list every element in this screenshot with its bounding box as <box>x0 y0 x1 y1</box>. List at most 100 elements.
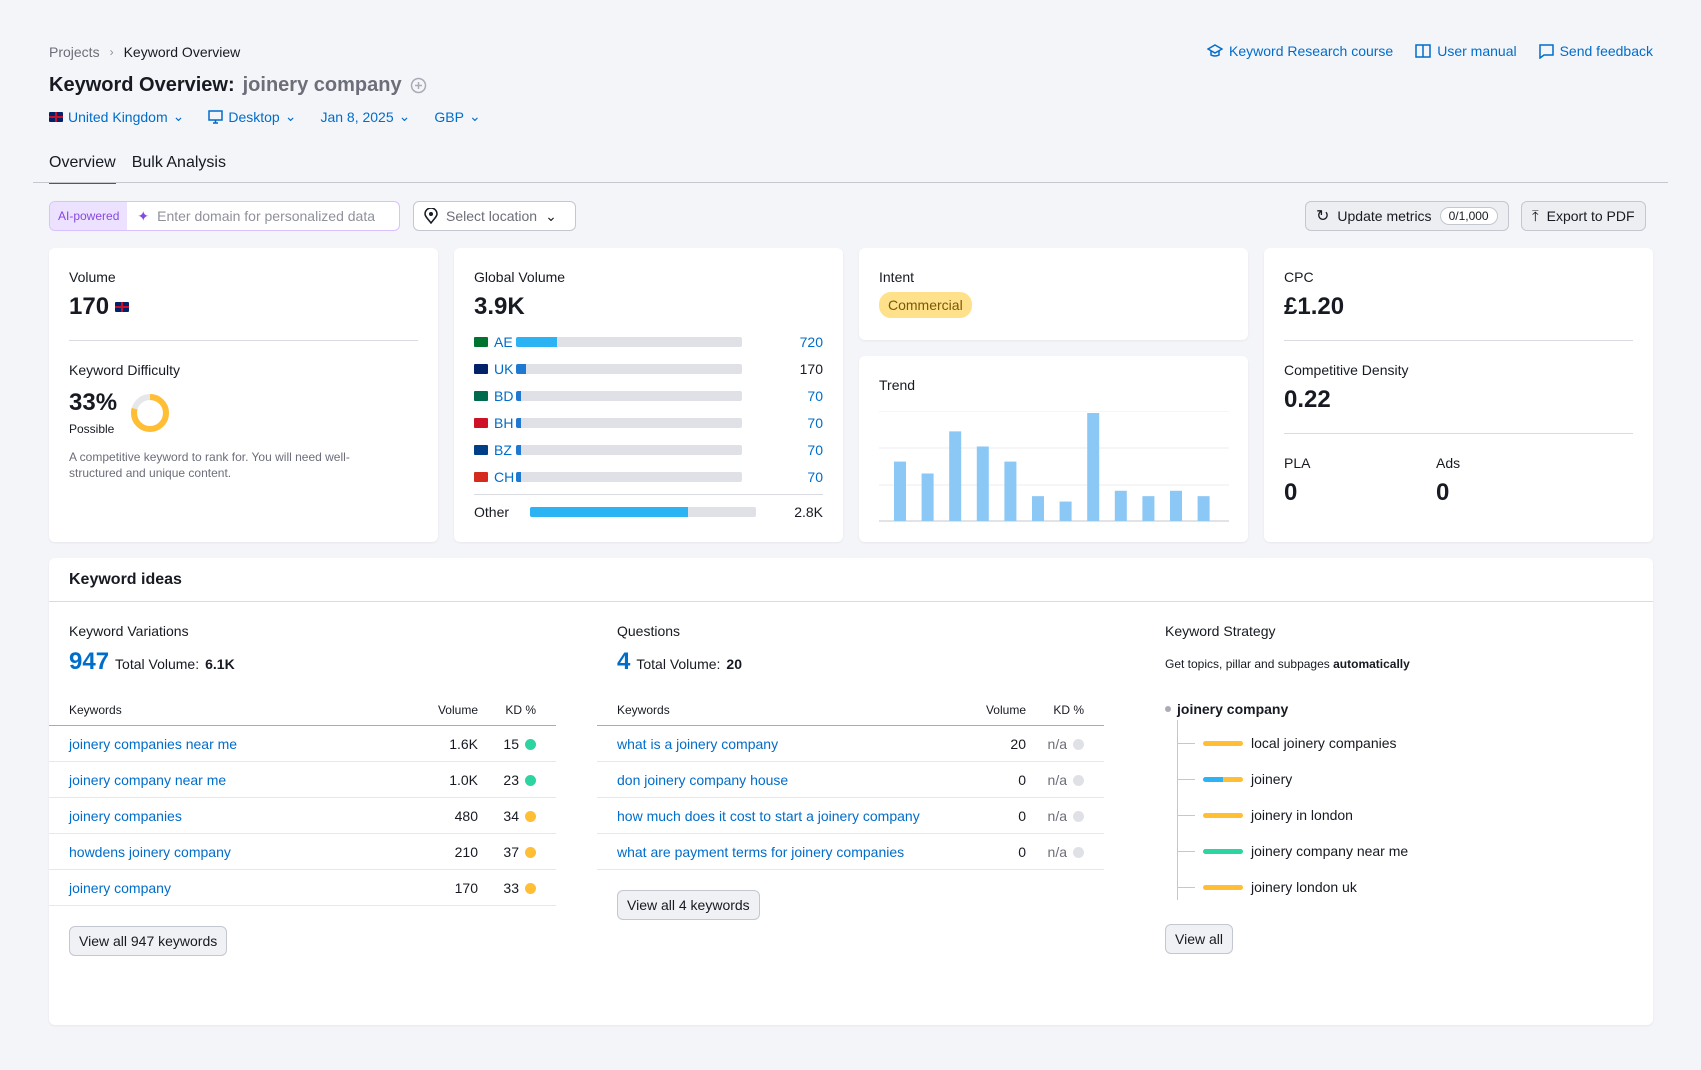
strategy-item[interactable]: local joinery companies <box>1177 735 1397 751</box>
country-dropdown[interactable]: United Kingdom ⌄ <box>49 108 184 125</box>
col-keywords: Keywords <box>49 703 388 726</box>
kd-value: 15 <box>503 735 519 752</box>
col-volume: Volume <box>936 703 1026 726</box>
kd-value: n/a <box>1047 807 1067 824</box>
view-all-questions-button[interactable]: View all 4 keywords <box>617 890 760 920</box>
device-dropdown[interactable]: Desktop ⌄ <box>208 108 296 125</box>
table-row: what is a joinery company 20 n/a <box>597 725 1104 762</box>
kd-value: 23 <box>503 771 519 788</box>
tab-overview[interactable]: Overview <box>49 154 116 184</box>
global-volume-value: 3.9K <box>474 293 525 320</box>
keyword-link[interactable]: joinery companies <box>69 807 182 824</box>
total-volume-label: Total Volume: <box>115 656 200 672</box>
send-feedback-link[interactable]: Send feedback <box>1538 43 1653 59</box>
country-code-link[interactable]: BH <box>474 415 516 431</box>
keyword-kd: 37 <box>478 833 556 870</box>
keyword-volume: 0 <box>936 797 1026 834</box>
keyword-volume: 0 <box>936 761 1026 798</box>
kd-dot-icon <box>525 811 536 823</box>
country-code: BZ <box>494 441 512 458</box>
pla-value: 0 <box>1284 479 1298 506</box>
domain-input-placeholder: Enter domain for personalized data <box>157 208 376 224</box>
kd-value: 34 <box>503 807 519 824</box>
keyword-research-course-link[interactable]: Keyword Research course <box>1207 43 1393 59</box>
tree-connector <box>1177 886 1195 888</box>
strategy-root[interactable]: joinery company <box>1165 701 1288 717</box>
date-dropdown[interactable]: Jan 8, 2025 ⌄ <box>320 108 410 125</box>
other-volume-bar <box>530 506 756 517</box>
country-volume-list: AE 720 UK 170 BD 70 BH 70 BZ 70 CH 70 <box>474 328 823 490</box>
country-volume-bar <box>516 444 742 455</box>
update-metrics-label: Update metrics <box>1337 208 1432 224</box>
domain-input[interactable]: ✦ Enter domain for personalized data <box>127 202 399 230</box>
volume-card: Volume 170 Keyword Difficulty 33% Possib… <box>49 248 438 542</box>
desktop-icon <box>208 109 224 124</box>
chat-icon <box>1538 43 1554 59</box>
country-row-bh: BH 70 <box>474 409 823 436</box>
keyword-link[interactable]: howdens joinery company <box>69 843 231 860</box>
keyword-link[interactable]: how much does it cost to start a joinery… <box>617 807 920 824</box>
keyword-link[interactable]: joinery companies near me <box>69 735 238 752</box>
currency-dropdown[interactable]: GBP ⌄ <box>434 108 480 125</box>
view-all-strategy-button[interactable]: View all <box>1165 924 1233 954</box>
add-circle-icon[interactable] <box>410 77 427 94</box>
questions-count[interactable]: 4 <box>617 648 631 675</box>
country-code-link[interactable]: BZ <box>474 442 516 458</box>
kd-value: n/a <box>1047 771 1067 788</box>
country-volume-bar <box>516 363 742 374</box>
breadcrumb-current: Keyword Overview <box>123 44 241 60</box>
keyword-link[interactable]: joinery company near me <box>69 771 227 788</box>
country-code-link[interactable]: BD <box>474 388 516 404</box>
update-metrics-counter: 0/1,000 <box>1439 207 1498 225</box>
country-code-link[interactable]: AE <box>474 334 516 350</box>
tab-bulk-analysis[interactable]: Bulk Analysis <box>131 154 226 171</box>
keyword-link[interactable]: what is a joinery company <box>617 735 779 752</box>
country-flag-icon <box>474 363 488 374</box>
keyword-kd: 15 <box>478 725 556 762</box>
keyword-link[interactable]: joinery company <box>69 879 171 896</box>
bullet-icon <box>1165 706 1171 712</box>
breadcrumb-projects[interactable]: Projects <box>49 44 100 60</box>
country-volume-value[interactable]: 720 <box>799 333 823 350</box>
strategy-item[interactable]: joinery london uk <box>1177 879 1357 895</box>
user-manual-link[interactable]: User manual <box>1415 43 1517 59</box>
view-all-variations-button[interactable]: View all 947 keywords <box>69 926 228 956</box>
country-volume-bar <box>516 471 742 482</box>
trend-label: Trend <box>879 377 916 393</box>
export-pdf-button[interactable]: ⤒ Export to PDF <box>1521 201 1646 231</box>
upload-icon: ⤒ <box>1532 207 1539 225</box>
trend-chart <box>879 411 1229 522</box>
country-row-bd: BD 70 <box>474 382 823 409</box>
page-title-keyword: joinery company <box>242 74 402 96</box>
country-row-uk: UK 170 <box>474 355 823 382</box>
table-row: how much does it cost to start a joinery… <box>597 797 1104 834</box>
country-volume-value[interactable]: 70 <box>807 414 823 431</box>
competitive-density-value: 0.22 <box>1284 386 1331 413</box>
keyword-variations-count[interactable]: 947 <box>69 648 110 675</box>
keyword-link[interactable]: don joinery company house <box>617 771 789 788</box>
other-label: Other <box>474 503 510 520</box>
questions-table: Keywords Volume KD % what is a joinery c… <box>597 703 1104 870</box>
intent-value: Commercial <box>879 292 972 318</box>
strategy-item[interactable]: joinery company near me <box>1177 843 1408 859</box>
keyword-link[interactable]: what are payment terms for joinery compa… <box>617 843 905 860</box>
country-flag-icon <box>474 444 488 455</box>
country-code-link[interactable]: CH <box>474 469 516 485</box>
country-volume-value[interactable]: 70 <box>807 387 823 404</box>
keyword-kd: 34 <box>478 797 556 834</box>
trend-card: Trend <box>859 356 1248 542</box>
country-code: UK <box>494 360 514 377</box>
keyword-volume: 0 <box>936 833 1026 870</box>
strategy-item[interactable]: joinery <box>1177 771 1292 787</box>
strategy-color-bar <box>1203 848 1243 854</box>
country-volume-value[interactable]: 70 <box>807 441 823 458</box>
strategy-color-bar <box>1203 812 1243 818</box>
country-volume-value[interactable]: 70 <box>807 468 823 485</box>
location-select[interactable]: Select location ⌄ <box>413 201 576 231</box>
update-metrics-button[interactable]: ↻ Update metrics 0/1,000 <box>1305 201 1509 231</box>
total-volume-value: 20 <box>726 656 742 672</box>
country-code-link[interactable]: UK <box>474 361 516 377</box>
kd-value: n/a <box>1047 735 1067 752</box>
view-all-variations-label: View all 947 keywords <box>69 926 228 956</box>
strategy-item[interactable]: joinery in london <box>1177 807 1353 823</box>
